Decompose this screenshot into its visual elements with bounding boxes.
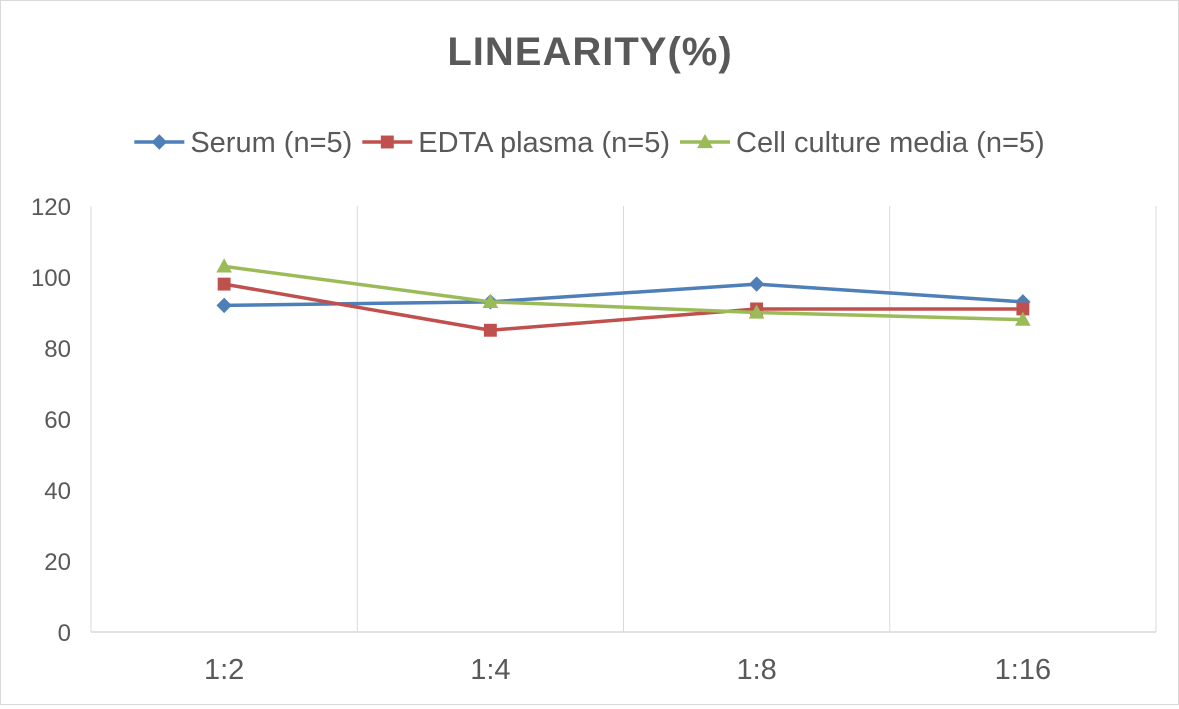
legend: Serum (n=5) EDTA plasma (n=5) Cell culture…	[134, 127, 1045, 159]
x-tick-label: 1:8	[736, 654, 776, 686]
x-tick-label: 1:2	[204, 654, 244, 686]
data-point	[482, 293, 499, 308]
y-tick-label: 120	[31, 194, 71, 221]
data-point	[216, 258, 232, 273]
legend-marker	[380, 135, 394, 149]
data-point	[216, 297, 232, 314]
legend-label: Cell culture media (n=5)	[736, 127, 1045, 159]
series-group	[216, 276, 1031, 314]
chart-title: LINEARITY(%)	[447, 30, 732, 74]
series-group	[216, 258, 1031, 326]
series-line	[223, 282, 1023, 332]
y-tick-label: 0	[58, 620, 71, 647]
y-tick-label: 80	[44, 336, 71, 363]
legend-marker	[151, 134, 168, 150]
legend-item: Serum (n=5)	[134, 127, 352, 159]
y-tick-label: 40	[44, 478, 71, 505]
x-tick-label: 1:16	[995, 654, 1051, 686]
data-point	[748, 276, 765, 292]
x-tick-label: 1:4	[470, 654, 510, 686]
legend-item: EDTA plasma (n=5)	[362, 127, 670, 159]
legend-item: Cell culture media (n=5)	[680, 127, 1045, 159]
data-point	[748, 304, 765, 319]
y-tick-label: 100	[31, 265, 71, 292]
data-point	[217, 277, 231, 291]
legend-label: EDTA plasma (n=5)	[418, 127, 670, 159]
series-layer	[216, 258, 1031, 337]
series-line	[223, 264, 1023, 322]
data-point	[483, 323, 497, 337]
data-point	[1015, 311, 1031, 326]
series-line	[224, 282, 1023, 308]
y-tick-label: 20	[44, 549, 71, 576]
y-tick-label: 60	[44, 407, 71, 434]
legend-marker	[697, 133, 713, 149]
axes: 0 20 40 60 80 100 120 1:2 1:4 1:8 1:16	[31, 194, 1156, 686]
legend-label: Serum (n=5)	[190, 127, 352, 159]
grid	[90, 206, 1157, 632]
